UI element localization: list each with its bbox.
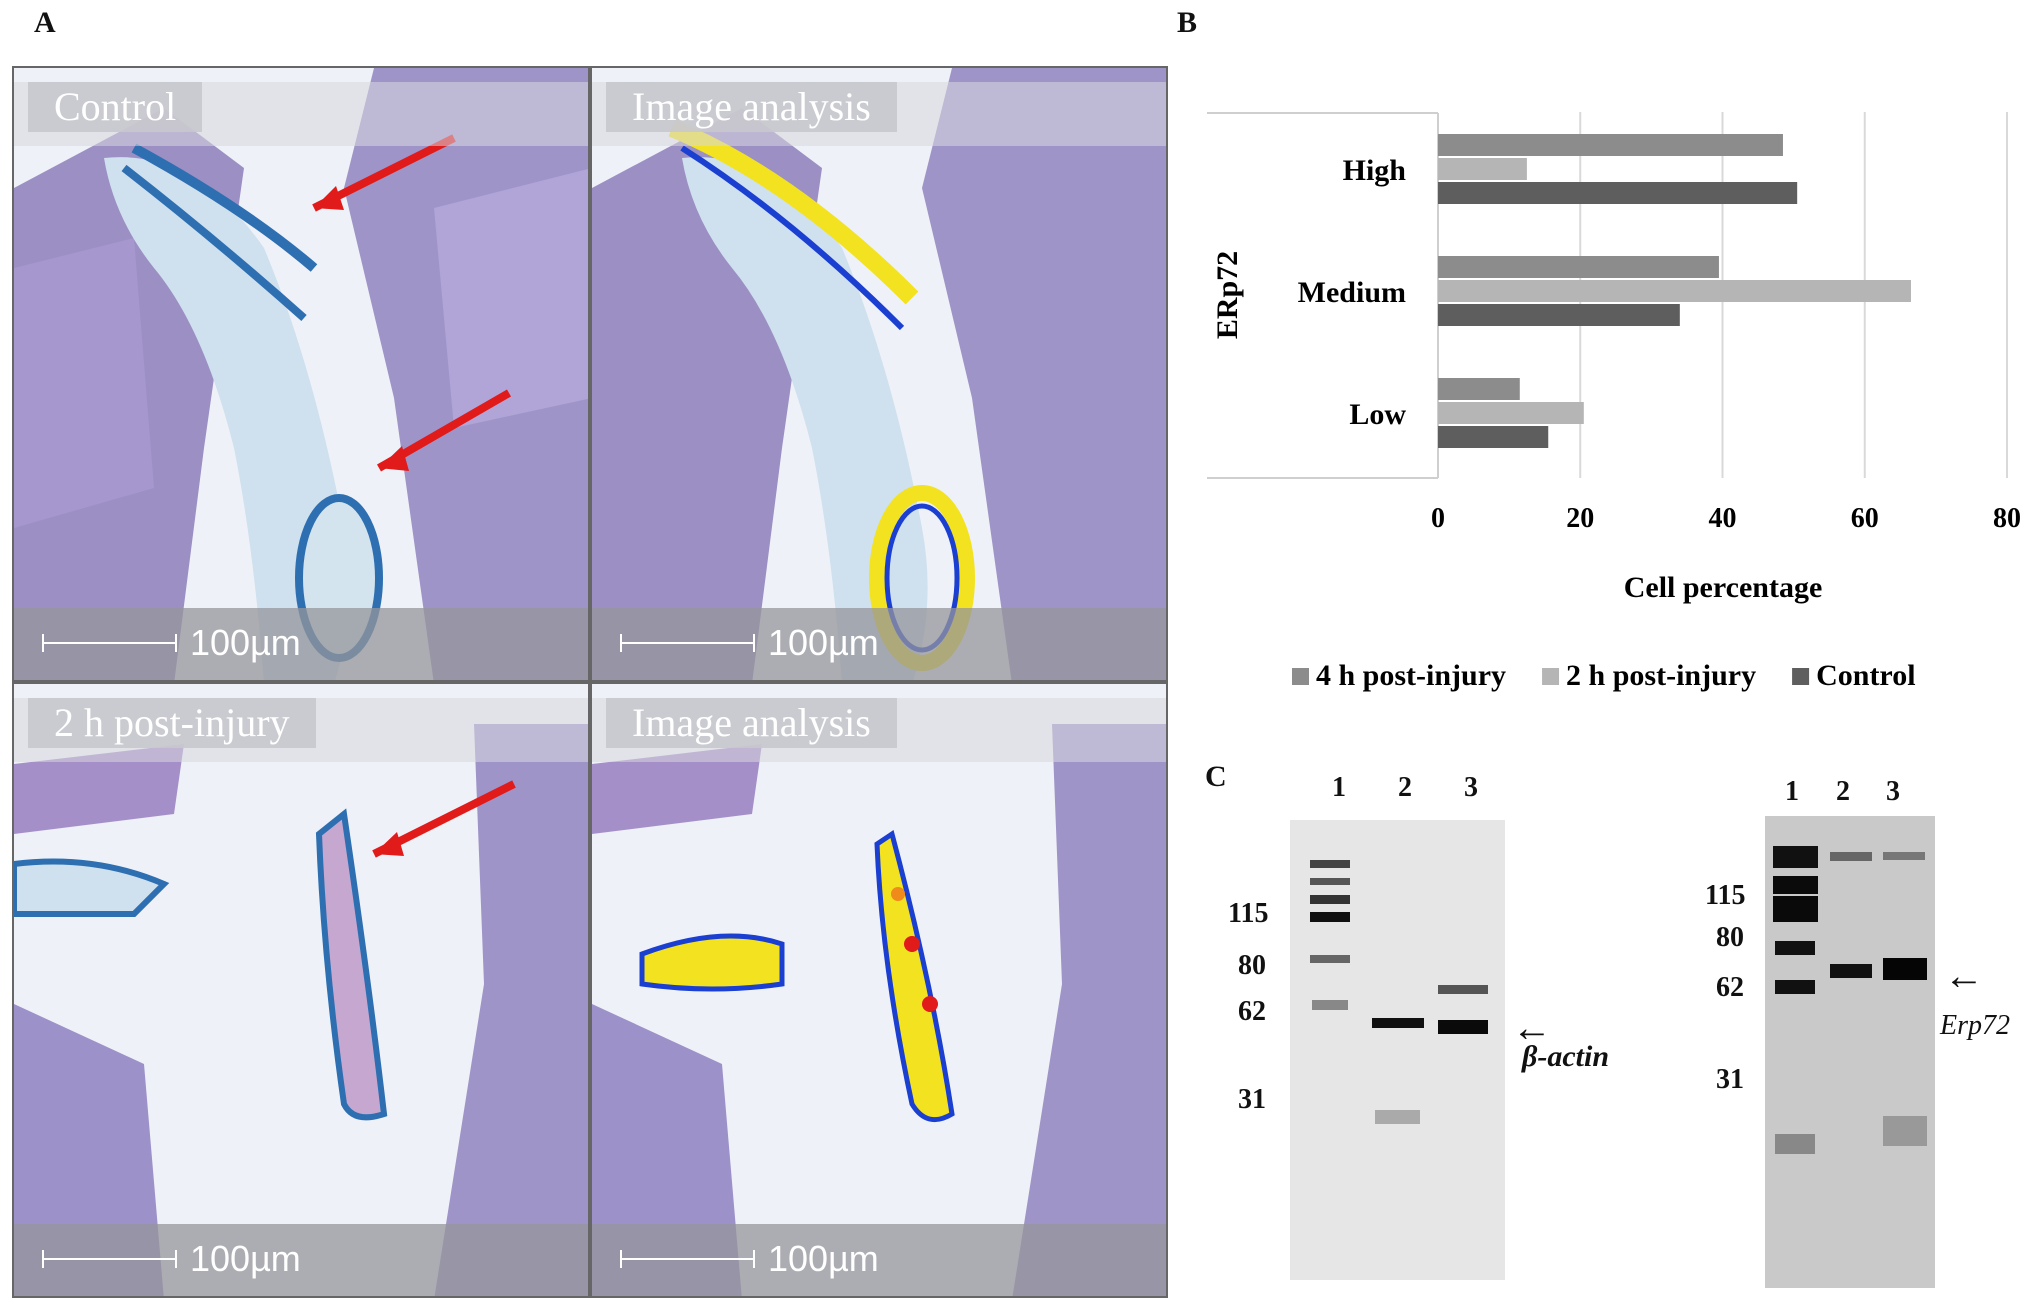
chart-bar [1438,426,1549,448]
blot-target-label: Erp72 [1940,1010,2010,1041]
chart-bar [1438,256,1719,278]
tissue-image [14,684,588,1296]
lane-label: 3 [1464,772,1478,803]
arrow-icon: ← [1944,953,1984,998]
chart-tick-label: 0 [1431,503,1445,534]
image-label: Image analysis [606,82,897,132]
blot-target-label: β-actin [1522,1040,1610,1073]
chart-tick-label: 60 [1851,503,1879,534]
marker-label: 115 [1705,880,1746,911]
chart-bar [1438,280,1911,302]
panel-b-letter: B [1177,6,1198,39]
scale-bar [620,1250,755,1268]
marker-label: 62 [1238,996,1266,1027]
western-blot-beta-actin [1290,820,1505,1280]
chart-bar [1438,158,1527,180]
western-blot-erp72 [1765,816,1935,1288]
tissue-image [592,684,1166,1296]
tissue-image [14,68,588,680]
blot-bands [1773,846,1927,1154]
chart-legend-label: 2 h post-injury [1566,659,1756,692]
scale-band [592,1224,1166,1296]
scale-band [14,1224,588,1296]
scale-text: 100µm [190,1238,301,1279]
scale-text: 100µm [190,622,301,663]
marker-label: 80 [1238,950,1266,981]
arrow-icon: ← [1512,1005,1552,1050]
marker-label: 62 [1716,972,1744,1003]
chart-y-axis-label: ERp72 [1211,251,1244,339]
scale-bar [620,634,755,652]
chart-tick-label: 80 [1993,503,2021,534]
chart-category-label: High [1343,154,1407,187]
lane-label: 2 [1836,776,1850,807]
lane-label: 1 [1332,772,1346,803]
lane-label: 3 [1886,776,1900,807]
lane-label: 1 [1785,776,1799,807]
chart-category-label: Low [1349,398,1406,431]
micrograph-2h: 2 h post-injury 100µm [12,682,590,1298]
marker-label: 80 [1716,922,1744,953]
panel-a-letter: A [34,6,56,39]
micrograph-control: Control 100µm [12,66,590,682]
chart-legend-swatch [1292,668,1309,685]
image-label: 2 h post-injury [28,698,316,748]
scale-text: 100µm [768,622,879,663]
chart-bars [1438,134,1911,448]
chart-tick-label: 20 [1566,503,1594,534]
scale-bar [42,634,177,652]
chart-category-label: Medium [1298,276,1406,309]
chart-legend-swatch [1542,668,1560,685]
scale-bar [42,1250,177,1268]
chart-bar [1438,402,1584,424]
micrograph-analysis-2h: Image analysis 100µm [590,682,1168,1298]
tissue-image [592,68,1166,680]
chart-legend: 4 h post-injury 2 h post-injury Control [1292,659,1916,692]
scale-band [14,608,588,680]
chart-bar [1438,134,1783,156]
marker-label: 31 [1716,1064,1744,1095]
micrograph-analysis-control: Image analysis 100µm [590,66,1168,682]
image-label: Image analysis [606,698,897,748]
chart-bar [1438,304,1680,326]
marker-label: 115 [1228,898,1269,929]
image-label: Control [28,82,203,132]
chart-legend-label: Control [1816,659,1915,692]
chart-x-axis-label: Cell percentage [1624,571,1823,604]
scale-text: 100µm [768,1238,879,1279]
chart-bar [1438,182,1798,204]
panel-c-letter: C [1205,760,1227,793]
bar-chart: High Medium Low 0 20 40 60 80 ERp72 Cell perce… [1207,112,2021,692]
marker-label: 31 [1238,1084,1266,1115]
chart-bar [1438,378,1520,400]
chart-category-labels: High Medium Low [1298,154,1407,431]
chart-tick-labels: 0 20 40 60 80 [1431,503,2021,534]
scale-band [592,608,1166,680]
chart-tick-label: 40 [1709,503,1737,534]
lane-label: 2 [1398,772,1412,803]
blot-bands [1310,860,1488,1124]
chart-legend-swatch [1792,668,1810,685]
chart-legend-label: 4 h post-injury [1316,659,1506,692]
